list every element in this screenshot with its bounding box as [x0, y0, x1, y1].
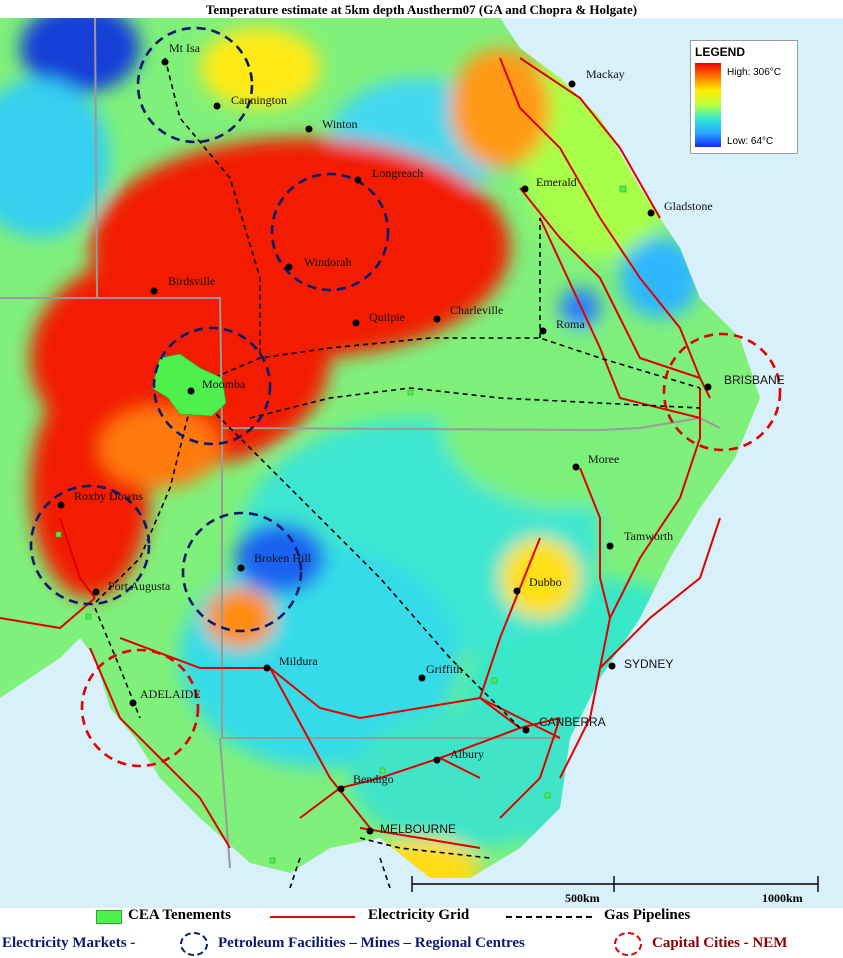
label-canberra: CANBERRA	[539, 715, 606, 729]
capital-circles	[80, 332, 782, 768]
label-mt-isa: Mt Isa	[169, 41, 201, 55]
label-emerald: Emerald	[536, 175, 577, 189]
legend-pipelines: Gas Pipelines	[604, 907, 691, 923]
legend-panel: LEGEND High: 306°C Low: 64°C	[690, 40, 798, 154]
label-roxby-downs: Roxby Downs	[74, 489, 143, 503]
map-title: Temperature estimate at 5km depth Austhe…	[205, 2, 638, 17]
grid-swatch	[270, 916, 355, 918]
label-longreach: Longreach	[372, 166, 423, 180]
label-moree: Moree	[588, 452, 619, 466]
circle-moomba	[152, 326, 272, 446]
label-port-augusta: Port Augusta	[108, 579, 171, 593]
regional-circle-swatch	[180, 932, 208, 956]
bottom-legend-row2: Electricity Markets - Petroleum Faciliti…	[0, 932, 843, 956]
label-windorah: Windorah	[304, 255, 352, 269]
label-gladstone: Gladstone	[664, 199, 713, 213]
legend-high: High: 306°C	[727, 67, 782, 78]
legend-grid: Electricity Grid	[368, 907, 470, 923]
scale-label-mid: 500km	[565, 891, 600, 905]
pipeline-swatch	[506, 916, 592, 918]
circle-broken-hill	[181, 511, 303, 633]
label-dubbo: Dubbo	[529, 575, 562, 589]
label-melbourne: MELBOURNE	[380, 822, 456, 836]
label-quilpie: Quilpie	[369, 310, 405, 324]
label-moomba: Moomba	[202, 377, 246, 391]
scale-bar	[411, 876, 819, 892]
label-sydney: SYDNEY	[624, 657, 673, 671]
bottom-legend-row1: CEA Tenements Electricity Grid Gas Pipel…	[0, 906, 843, 928]
label-albury: Albury	[450, 747, 484, 761]
cea-tenements	[55, 185, 627, 864]
label-cannington: Cannington	[231, 93, 287, 107]
legend-tenements: CEA Tenements	[128, 907, 231, 923]
label-bendigo: Bendigo	[353, 772, 394, 786]
label-broken-hill: Broken Hill	[254, 551, 312, 565]
label-mackay: Mackay	[586, 67, 625, 81]
tenement-swatch	[96, 910, 122, 924]
circle-adelaide	[80, 648, 200, 768]
label-winton: Winton	[322, 117, 358, 131]
circle-windorah	[270, 172, 390, 292]
gas-pipelines	[94, 57, 701, 889]
scale-label-end: 1000km	[762, 891, 803, 905]
capital-circle-swatch	[614, 932, 642, 956]
circle-mt-isa	[136, 26, 254, 144]
temperature-map[interactable]: Mt Isa Cannington Winton Longreach Windo…	[0, 18, 843, 908]
legend-title: LEGEND	[695, 45, 746, 59]
legend-petroleum: Petroleum Facilities – Mines – Regional …	[218, 935, 525, 951]
legend-color-ramp	[695, 63, 721, 147]
label-charleville: Charleville	[450, 303, 503, 317]
label-birdsville: Birdsville	[168, 274, 215, 288]
circle-roxby	[29, 484, 151, 606]
legend-markets: Electricity Markets -	[2, 935, 136, 951]
label-adelaide: ADELAIDE	[140, 687, 201, 701]
legend-low: Low: 64°C	[727, 136, 774, 147]
label-tamworth: Tamworth	[624, 529, 673, 543]
label-griffith: Griffith	[426, 662, 462, 676]
place-markers	[57, 58, 712, 835]
label-brisbane: BRISBANE	[724, 373, 785, 387]
label-roma: Roma	[556, 317, 585, 331]
regional-circles	[29, 26, 390, 633]
label-mildura: Mildura	[279, 654, 318, 668]
circle-brisbane	[662, 332, 782, 452]
legend-capitals: Capital Cities - NEM	[652, 935, 788, 951]
